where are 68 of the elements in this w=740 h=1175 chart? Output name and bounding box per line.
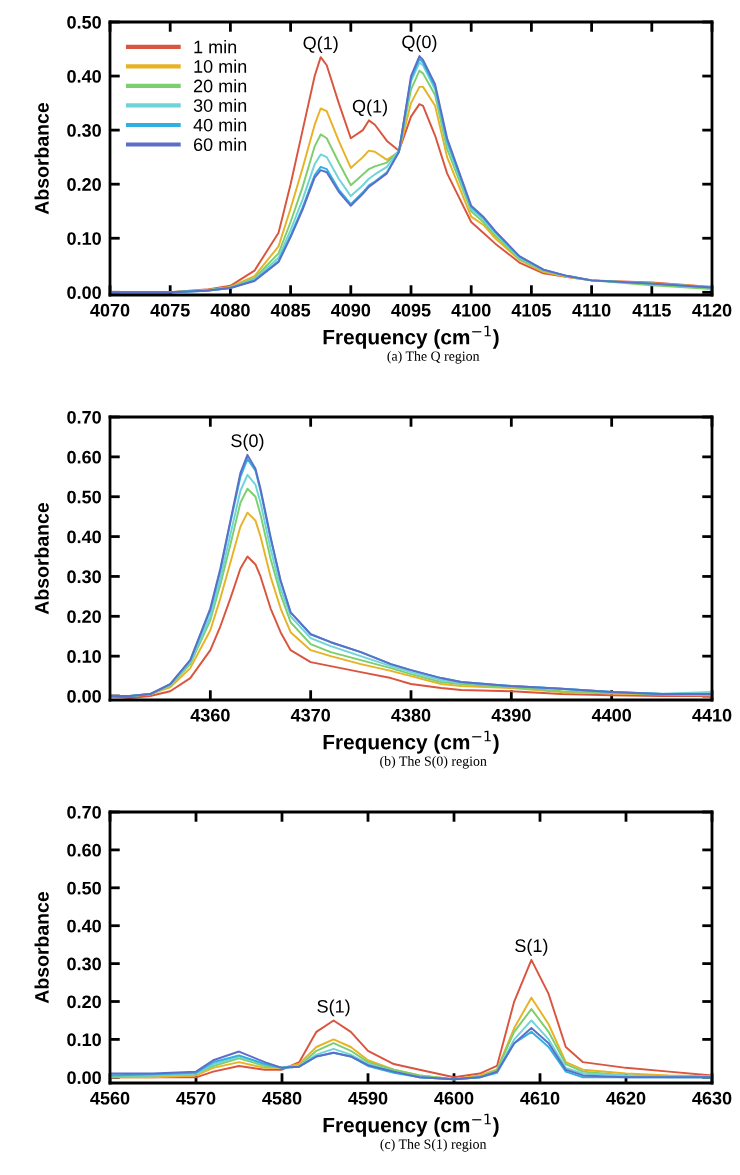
x-tick-label: 4610 [520, 1091, 560, 1105]
y-axis-title: Absorbance [34, 102, 49, 215]
y-tick-label: 0.60 [67, 843, 101, 857]
x-axis-title: Frequency (cm$^{−1}$) [323, 325, 499, 349]
y-tick-label: 0.30 [67, 957, 101, 971]
x-tick-label: 4095 [391, 303, 431, 317]
x-axis-title: Frequency (cm$^{−1}$) [323, 1113, 499, 1137]
x-tick-label: 4400 [591, 708, 632, 722]
x-tick-label: 4100 [451, 303, 491, 317]
x-tick-label: 4630 [692, 1091, 732, 1105]
legend-label: 10 min [194, 59, 247, 73]
y-tick-label: 0.20 [67, 178, 101, 191]
x-tick-label: 4560 [90, 1091, 130, 1105]
x-tick-label: 4410 [692, 708, 732, 722]
y-tick-label: 0.20 [67, 995, 101, 1009]
x-tick-label: 4620 [606, 1091, 646, 1105]
text: (c) The S(1) region [380, 1139, 487, 1152]
y-tick-label: 0.30 [67, 570, 101, 584]
y-tick-label: 0.10 [67, 650, 101, 663]
x-tick-label: 4090 [330, 303, 371, 317]
y-tick-label: 0.10 [67, 232, 101, 245]
x-tick-label: 4110 [572, 303, 611, 317]
x-tick-label: 4370 [290, 708, 331, 722]
y-tick-label: 0.70 [67, 410, 101, 424]
y-tick-label: 0.10 [67, 1033, 101, 1047]
x-tick-label: 4070 [90, 303, 130, 317]
x-tick-label: 4085 [270, 303, 311, 317]
x-tick-label: 4080 [210, 303, 250, 317]
x-tick-label: 4570 [176, 1091, 216, 1105]
x-tick-label: 4580 [262, 1091, 302, 1105]
x-tick-label: 4075 [150, 303, 190, 317]
text: (a) The Q region [387, 351, 480, 364]
x-tick-label: 4390 [491, 708, 531, 722]
y-tick-label: 0.50 [67, 15, 101, 29]
x-tick-label: 4600 [434, 1091, 474, 1105]
y-tick-label: 0.00 [67, 689, 101, 703]
legend-label: 20 min [193, 79, 247, 93]
y-tick-label: 0.20 [67, 610, 101, 624]
annotation: Q(1) [352, 99, 387, 117]
x-tick-label: 4380 [391, 708, 431, 722]
y-tick-label: 0.40 [67, 919, 101, 933]
text: (b) The S(0) region [380, 756, 487, 769]
x-tick-label: 4590 [348, 1091, 388, 1105]
legend-label: 30 min [193, 98, 247, 112]
x-tick-label: 4120 [692, 303, 732, 317]
legend-label: 1 min [194, 40, 237, 54]
annotation: S(1) [317, 999, 350, 1017]
y-tick-label: 0.00 [67, 1071, 101, 1085]
x-tick-label: 4360 [190, 708, 230, 722]
x-tick-label: 4105 [511, 303, 551, 317]
y-tick-label: 0.40 [67, 530, 101, 544]
y-axis-title: Absorbance [34, 502, 49, 615]
y-tick-label: 0.60 [67, 450, 101, 464]
y-tick-label: 0.40 [67, 69, 101, 83]
y-axis-title: Absorbance [34, 891, 49, 1004]
y-tick-label: 0.00 [67, 286, 101, 300]
x-axis-title: Frequency (cm$^{−1}$) [323, 730, 499, 754]
annotation: Q(0) [402, 35, 437, 52]
x-tick-label: 4115 [632, 304, 671, 317]
y-tick-label: 0.50 [67, 490, 101, 504]
annotation: S(0) [231, 433, 264, 451]
annotation: Q(1) [303, 36, 338, 53]
y-tick-label: 0.30 [67, 124, 101, 137]
y-tick-label: 0.70 [67, 805, 101, 819]
legend-label: 40 min [193, 118, 247, 132]
annotation: S(1) [515, 938, 548, 956]
legend-label: 60 min [193, 137, 247, 152]
y-tick-label: 0.50 [67, 881, 101, 895]
